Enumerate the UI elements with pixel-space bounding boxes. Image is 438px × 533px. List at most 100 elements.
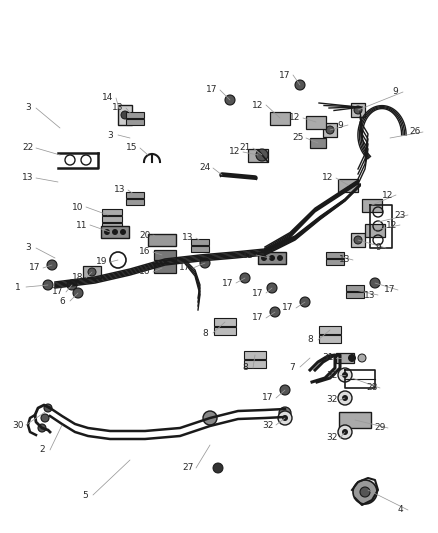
Text: 12: 12 — [322, 174, 334, 182]
Circle shape — [338, 391, 352, 405]
Circle shape — [282, 415, 288, 421]
Text: 6: 6 — [59, 296, 65, 305]
Bar — [83, 266, 101, 278]
Text: 17: 17 — [29, 263, 41, 272]
Bar — [310, 138, 326, 148]
Text: 11: 11 — [242, 251, 254, 260]
Bar — [118, 105, 132, 125]
Circle shape — [360, 487, 370, 497]
Circle shape — [47, 260, 57, 270]
Text: 11: 11 — [76, 221, 88, 230]
Bar — [323, 123, 337, 137]
Bar — [102, 209, 122, 215]
Circle shape — [269, 255, 275, 261]
Bar — [126, 112, 144, 118]
Circle shape — [240, 273, 250, 283]
Text: 13: 13 — [339, 255, 351, 264]
Circle shape — [120, 229, 126, 235]
Text: 17: 17 — [252, 288, 264, 297]
Text: 3: 3 — [25, 244, 31, 253]
Bar — [148, 234, 176, 246]
Text: 9: 9 — [375, 244, 381, 253]
Circle shape — [348, 354, 356, 362]
Text: 23: 23 — [394, 211, 406, 220]
Text: 14: 14 — [102, 93, 114, 102]
Circle shape — [358, 354, 366, 362]
Circle shape — [338, 368, 352, 382]
Bar — [351, 103, 365, 117]
Bar — [154, 263, 176, 273]
Circle shape — [338, 425, 352, 439]
Text: 13: 13 — [182, 233, 194, 243]
Circle shape — [277, 255, 283, 261]
Text: 21: 21 — [239, 143, 251, 152]
Bar — [191, 246, 209, 252]
Circle shape — [354, 106, 362, 114]
Circle shape — [353, 480, 377, 504]
Circle shape — [88, 268, 96, 276]
Bar — [102, 216, 122, 222]
Bar — [365, 223, 385, 237]
Bar — [126, 119, 144, 125]
Circle shape — [121, 111, 129, 119]
Text: 13: 13 — [114, 185, 126, 195]
Circle shape — [342, 429, 348, 435]
Bar — [154, 250, 176, 260]
Bar — [362, 198, 382, 212]
Circle shape — [213, 463, 223, 473]
Text: 17: 17 — [222, 279, 234, 287]
Circle shape — [354, 236, 362, 244]
Text: 8: 8 — [202, 328, 208, 337]
Text: 16: 16 — [139, 268, 151, 277]
Circle shape — [270, 307, 280, 317]
Text: 12: 12 — [382, 190, 394, 199]
Circle shape — [38, 424, 46, 432]
Bar — [248, 149, 268, 161]
Circle shape — [278, 411, 292, 425]
Text: 31: 31 — [322, 353, 334, 362]
Circle shape — [225, 95, 235, 105]
Circle shape — [279, 407, 291, 419]
Text: 8: 8 — [242, 364, 248, 373]
Bar — [326, 252, 344, 258]
Circle shape — [300, 297, 310, 307]
Text: 13: 13 — [112, 103, 124, 112]
Circle shape — [295, 80, 305, 90]
Bar — [126, 199, 144, 205]
Text: 13: 13 — [22, 174, 34, 182]
Circle shape — [43, 280, 53, 290]
Text: 4: 4 — [397, 505, 403, 514]
Bar — [102, 223, 122, 229]
Bar — [319, 335, 341, 343]
Bar — [339, 412, 371, 428]
Circle shape — [326, 126, 334, 134]
Circle shape — [44, 404, 52, 412]
Text: 12: 12 — [386, 221, 398, 230]
Text: 26: 26 — [410, 127, 420, 136]
Text: 16: 16 — [139, 247, 151, 256]
Text: 17: 17 — [252, 313, 264, 322]
Circle shape — [342, 372, 348, 378]
Text: 17: 17 — [279, 70, 291, 79]
Text: 22: 22 — [22, 143, 34, 152]
Text: 30: 30 — [12, 421, 24, 430]
Text: 24: 24 — [199, 164, 211, 173]
Text: 32: 32 — [326, 395, 338, 405]
Text: 32: 32 — [326, 370, 338, 379]
Text: 12: 12 — [290, 114, 301, 123]
Text: 19: 19 — [96, 257, 108, 266]
Bar — [319, 326, 341, 334]
Text: 3: 3 — [25, 103, 31, 112]
Bar — [338, 179, 358, 191]
Text: 2: 2 — [39, 446, 45, 455]
Bar — [214, 327, 236, 335]
Text: 20: 20 — [139, 230, 151, 239]
Text: 17: 17 — [206, 85, 218, 94]
Circle shape — [280, 385, 290, 395]
Text: 27: 27 — [182, 464, 194, 472]
Circle shape — [256, 149, 268, 161]
Bar — [244, 360, 266, 368]
Bar — [244, 351, 266, 359]
Text: 28: 28 — [366, 384, 378, 392]
Bar — [336, 353, 354, 363]
